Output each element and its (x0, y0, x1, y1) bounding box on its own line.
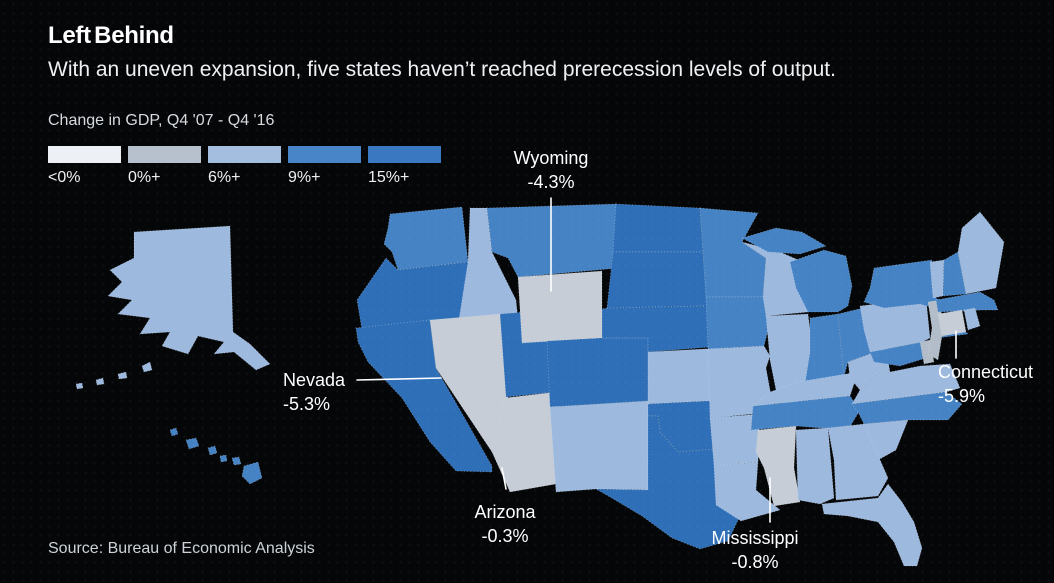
state-WA (383, 206, 469, 271)
legend-item-<0%: <0% (48, 146, 121, 187)
callout-wyoming: Wyoming -4.3% (491, 146, 611, 194)
state-AZ (491, 391, 564, 493)
state-SD (606, 251, 708, 309)
state-ND (612, 203, 704, 253)
state-NY (863, 259, 969, 339)
state-MN (699, 207, 767, 298)
state-MD (869, 341, 927, 367)
callout-state-label: Nevada (283, 370, 346, 390)
state-CA (355, 319, 493, 473)
state-MT (486, 203, 620, 278)
legend-bin-label-2: 6%+ (208, 169, 241, 186)
page-title: Left Behind (48, 22, 174, 49)
legend-bin-label-3: 9%+ (288, 169, 321, 186)
callout-value: -5.3% (283, 394, 331, 414)
state-WY (517, 270, 603, 344)
legend-item-0%+: 0%+ (128, 146, 201, 187)
legend-bin-label-1: 0%+ (128, 169, 161, 186)
callout-leader-lines (356, 197, 957, 523)
legend-title: Change in GDP, Q4 '07 - Q4 '16 (48, 112, 275, 129)
state-ME (957, 211, 1005, 295)
state-NC (851, 391, 963, 425)
state-VA (851, 363, 961, 405)
page-subtitle: With an uneven expansion, five states ha… (48, 58, 836, 81)
state-MS (755, 425, 801, 507)
state-IA (705, 296, 772, 350)
callout-connecticut: Connecticut -5.9% (938, 360, 1033, 408)
callout-state-label: Connecticut (938, 362, 1034, 382)
state-WI (741, 241, 809, 317)
state-VT (929, 259, 945, 299)
legend-item-9%+: 9%+ (288, 146, 361, 187)
state-HI (169, 427, 263, 485)
legend: <0% 0%+ 6%+ 9%+ 15%+ (48, 146, 441, 187)
state-NM (549, 400, 649, 493)
state-RI (963, 307, 981, 331)
state-NH (942, 251, 967, 297)
legend-swatch-0 (48, 146, 121, 163)
callout-nevada: Nevada -5.3% (283, 368, 345, 416)
callout-arizona: Arizona -0.3% (445, 500, 565, 548)
callout-mississippi: Mississippi -0.8% (680, 526, 830, 574)
callout-value: -0.3% (481, 526, 529, 546)
state-ID (457, 207, 519, 327)
state-AL (795, 427, 835, 505)
state-AR (709, 413, 761, 467)
state-MI (740, 227, 853, 313)
state-GA (827, 423, 889, 501)
callout-value: -0.8% (731, 552, 779, 572)
legend-swatch-3 (288, 146, 361, 163)
legend-swatch-1 (128, 146, 201, 163)
legend-bin-label-0: <0% (48, 169, 81, 186)
state-TX (595, 415, 743, 550)
arizona-leader-line (501, 467, 507, 490)
state-CT (937, 309, 967, 337)
legend-swatch-4 (368, 146, 441, 163)
state-MA (935, 291, 999, 313)
state-LA (713, 461, 781, 522)
us-map-states (75, 203, 1005, 567)
legend-item-6%+: 6%+ (208, 146, 281, 187)
state-CO (546, 337, 649, 408)
callout-value: -5.9% (938, 386, 986, 406)
legend-bin-label-4: 15%+ (368, 169, 410, 186)
callout-state-label: Wyoming (513, 148, 589, 168)
state-PA (859, 297, 931, 353)
callout-value: -4.3% (527, 172, 575, 192)
legend-item-15%+: 15%+ (368, 146, 441, 187)
legend-swatch-2 (208, 146, 281, 163)
state-OR (356, 257, 473, 331)
callout-state-label: Arizona (474, 502, 536, 522)
callout-state-label: Mississippi (711, 528, 799, 548)
state-NV (429, 313, 509, 453)
nevada-leader-line (356, 377, 442, 381)
source-note: Source: Bureau of Economic Analysis (48, 540, 315, 557)
state-AK (75, 225, 271, 390)
state-KS (647, 347, 729, 405)
state-FL (821, 483, 923, 567)
state-NE (601, 305, 723, 353)
